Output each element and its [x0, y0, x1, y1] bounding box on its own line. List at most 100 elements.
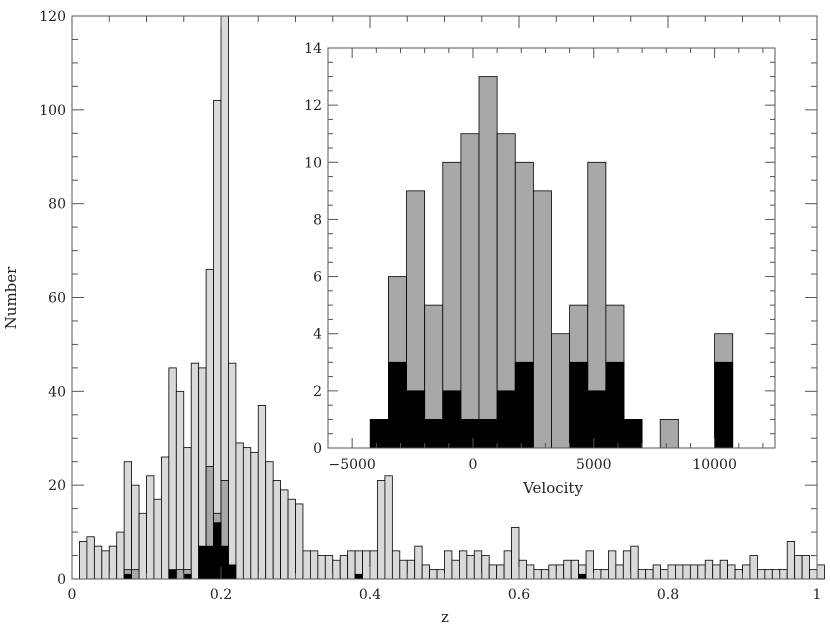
main-y-tick-label: 120	[39, 9, 66, 25]
main-bar-all	[377, 480, 386, 580]
main-bar-core	[198, 545, 207, 580]
main-bar-all	[615, 564, 624, 580]
main-bar-all	[622, 550, 632, 580]
main-bar-all	[771, 569, 781, 580]
main-x-tick-label: 0.6	[508, 587, 530, 603]
main-x-axis-label: z	[441, 608, 449, 626]
inset-bar-all	[659, 419, 679, 449]
main-bar-all	[280, 489, 289, 580]
inset-bar-core	[623, 419, 643, 449]
main-bar-all	[630, 545, 639, 580]
main-bar-all	[451, 559, 460, 580]
main-bar-all	[421, 564, 430, 580]
inset-x-tick-label: −5000	[328, 457, 375, 473]
main-y-tick-label: 80	[48, 197, 66, 213]
main-bar-all	[257, 405, 267, 580]
main-bar-all	[488, 564, 498, 580]
inset-x-tick-label: 0	[469, 457, 478, 473]
main-bar-all	[324, 555, 334, 580]
inset-bar-core	[496, 390, 516, 449]
main-bar-all	[242, 447, 252, 580]
inset-bar-core	[478, 419, 498, 449]
main-bar-all	[667, 564, 676, 580]
main-bar-all	[526, 564, 535, 580]
main-bar-all	[414, 545, 423, 580]
inset-bar-core	[569, 361, 589, 449]
main-bar-all	[727, 564, 736, 580]
main-bar-all	[429, 569, 438, 580]
main-bar-all	[652, 564, 661, 580]
main-bar-all	[347, 550, 356, 580]
main-bar-all	[391, 550, 401, 580]
main-bar-all	[503, 550, 512, 580]
main-bar-all	[496, 564, 505, 580]
main-bar-all	[697, 564, 706, 580]
main-bar-all	[183, 447, 192, 580]
inset-bar-core	[514, 361, 534, 449]
inset-x-axis-label: Velocity	[522, 479, 583, 497]
main-bar-all	[190, 362, 200, 580]
main-bar-all	[302, 550, 311, 580]
main-bar-all	[801, 555, 810, 580]
inset-y-tick-label: 0	[313, 441, 322, 457]
main-bar-all	[518, 559, 527, 580]
main-bar-subset	[131, 569, 140, 580]
main-bar-subset	[175, 569, 185, 580]
main-bar-all	[295, 503, 304, 580]
inset-bar-all	[460, 133, 480, 449]
main-bar-all	[332, 559, 341, 580]
inset-x-tick-label: 10000	[692, 457, 737, 473]
main-y-tick-label: 100	[39, 103, 66, 119]
main-bar-all	[272, 480, 281, 580]
inset-x-tick-label: 5000	[576, 457, 612, 473]
main-bar-all	[153, 498, 162, 580]
main-x-tick-label: 0.4	[359, 587, 381, 603]
main-bar-all	[339, 555, 349, 580]
main-bar-all	[175, 390, 185, 580]
main-bar-core	[168, 569, 177, 580]
main-bar-all	[548, 564, 557, 580]
main-bar-all	[712, 564, 721, 580]
inset-bar-all	[532, 190, 552, 449]
main-y-tick-label: 20	[48, 478, 66, 494]
main-bar-all	[809, 569, 818, 580]
inset-bar-core	[388, 361, 407, 449]
main-y-axis-label: Number	[2, 266, 20, 329]
main-bar-all	[533, 569, 542, 580]
main-bar-core	[578, 573, 587, 580]
main-bar-all	[436, 569, 445, 580]
main-bar-all	[481, 555, 490, 580]
main-bar-all	[138, 512, 147, 580]
main-bar-all	[101, 550, 110, 580]
main-bar-all	[742, 564, 751, 580]
main-x-tick-label: 0.2	[210, 587, 232, 603]
main-bar-all	[473, 550, 483, 580]
main-bar-all	[570, 559, 580, 580]
main-bar-core	[220, 545, 229, 580]
inset-y-tick-label: 14	[304, 41, 322, 57]
inset-bar-all	[478, 76, 498, 449]
main-bar-all	[235, 442, 244, 580]
main-bar-all	[555, 564, 565, 580]
inset-bar-core	[369, 419, 389, 449]
main-bar-all	[116, 531, 125, 580]
main-bar-all	[608, 550, 617, 580]
main-bar-core	[354, 573, 363, 580]
inset-y-tick-label: 10	[304, 155, 322, 171]
main-bar-all	[79, 541, 88, 580]
main-bar-all	[675, 564, 684, 580]
main-bar-all	[637, 569, 647, 580]
main-bar-all	[146, 475, 155, 580]
main-y-tick-label: 40	[48, 384, 66, 400]
main-y-tick-label: 0	[57, 572, 66, 588]
inset-y-tick-label: 6	[313, 270, 322, 286]
main-bar-all	[123, 461, 133, 580]
main-bar-all	[406, 559, 416, 580]
main-bar-all	[660, 569, 669, 580]
main-bar-all	[540, 569, 550, 580]
inset-bar-core	[460, 419, 480, 449]
inset-axes: 0 2 4 6 8 10 12 14 −5000 0 5000 10000	[304, 41, 776, 473]
main-bar-all	[757, 569, 766, 580]
main-bar-all	[816, 564, 825, 580]
